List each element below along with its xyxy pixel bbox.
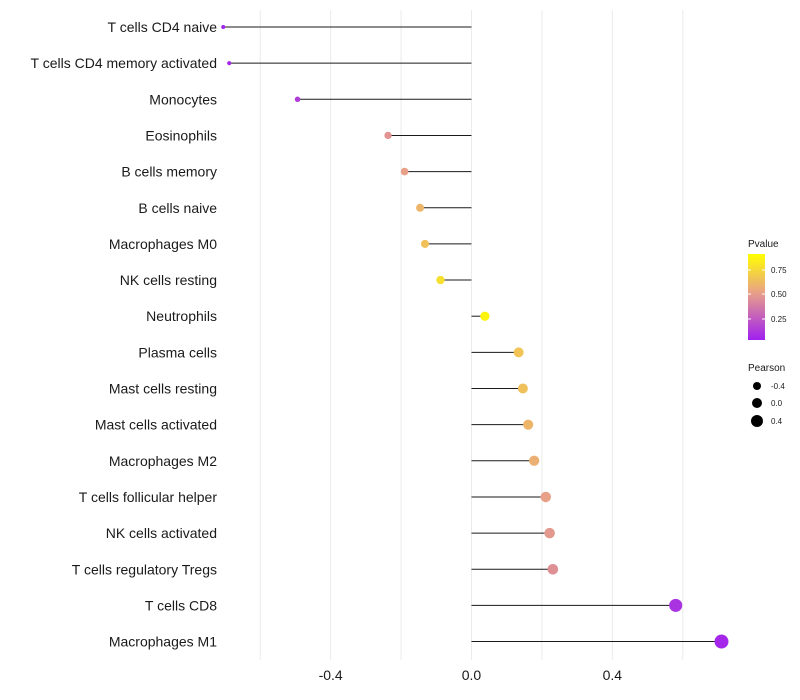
pvalue-legend-label: 0.75 bbox=[771, 266, 787, 275]
pearson-legend-dot bbox=[753, 382, 761, 390]
lollipop-point bbox=[669, 598, 683, 612]
category-label: B cells memory bbox=[121, 164, 217, 180]
category-label: Macrophages M2 bbox=[109, 453, 217, 469]
category-label: NK cells resting bbox=[120, 272, 217, 288]
category-label: Eosinophils bbox=[145, 127, 217, 143]
lollipop-point bbox=[400, 167, 409, 176]
pvalue-colorbar bbox=[748, 254, 765, 340]
category-label: T cells regulatory Tregs bbox=[72, 561, 217, 577]
pearson-legend-label: -0.4 bbox=[771, 382, 785, 391]
x-tick-labels: -0.4 0.0 0.4 bbox=[319, 667, 623, 683]
pearson-legend-dot bbox=[751, 415, 763, 427]
lollipop-point bbox=[523, 419, 534, 430]
category-label: Monocytes bbox=[149, 91, 217, 107]
category-label: T cells follicular helper bbox=[79, 489, 218, 505]
category-label: Neutrophils bbox=[146, 308, 217, 324]
category-label: T cells CD4 memory activated bbox=[31, 55, 217, 71]
lollipop-point bbox=[547, 563, 559, 575]
category-label: B cells naive bbox=[138, 200, 217, 216]
category-label: Mast cells resting bbox=[109, 381, 217, 397]
lollipop-point bbox=[227, 61, 232, 66]
category-label: Macrophages M0 bbox=[109, 236, 217, 252]
pvalue-legend-label: 0.25 bbox=[771, 315, 787, 324]
lollipop-point bbox=[544, 527, 555, 539]
lollipop-point bbox=[221, 24, 226, 30]
pearson-legend-dot bbox=[752, 398, 762, 408]
pearson-legend-title: Pearson bbox=[748, 363, 785, 374]
lollipop-point bbox=[540, 491, 552, 503]
pearson-legend: Pearson -0.4 0.0 0.4 bbox=[748, 363, 785, 427]
lollipop-point bbox=[513, 347, 524, 358]
category-label: Macrophages M1 bbox=[109, 634, 217, 650]
lollipop-point bbox=[384, 131, 392, 140]
stems bbox=[223, 26, 722, 643]
x-tick-label: 0.0 bbox=[462, 667, 482, 683]
lollipop-point bbox=[416, 203, 425, 212]
x-tick-label: 0.4 bbox=[603, 667, 623, 683]
lollipop-point bbox=[529, 455, 540, 466]
category-label: T cells CD8 bbox=[145, 597, 217, 613]
pearson-legend-label: 0.4 bbox=[771, 417, 783, 426]
category-label: Mast cells activated bbox=[95, 417, 217, 433]
pearson-legend-label: 0.0 bbox=[771, 399, 783, 408]
category-label: Plasma cells bbox=[138, 344, 217, 360]
category-label: T cells CD4 naive bbox=[108, 19, 218, 35]
lollipop-point bbox=[517, 383, 528, 394]
lollipop-point bbox=[294, 96, 301, 103]
pvalue-legend-label: 0.50 bbox=[771, 290, 787, 299]
lollipop-point bbox=[480, 311, 490, 321]
lollipop-point bbox=[714, 634, 729, 649]
x-tick-label: -0.4 bbox=[319, 667, 343, 683]
pvalue-legend-title: Pvalue bbox=[748, 239, 779, 250]
category-labels: T cells CD4 naive T cells CD4 memory acti… bbox=[31, 19, 218, 650]
grid-lines bbox=[259, 10, 684, 660]
lollipop-point bbox=[420, 239, 430, 248]
pvalue-legend: Pvalue 0.75 0.50 0.25 bbox=[748, 239, 787, 340]
lollipop-point bbox=[436, 275, 445, 285]
points bbox=[221, 24, 729, 649]
category-label: NK cells activated bbox=[106, 525, 217, 541]
